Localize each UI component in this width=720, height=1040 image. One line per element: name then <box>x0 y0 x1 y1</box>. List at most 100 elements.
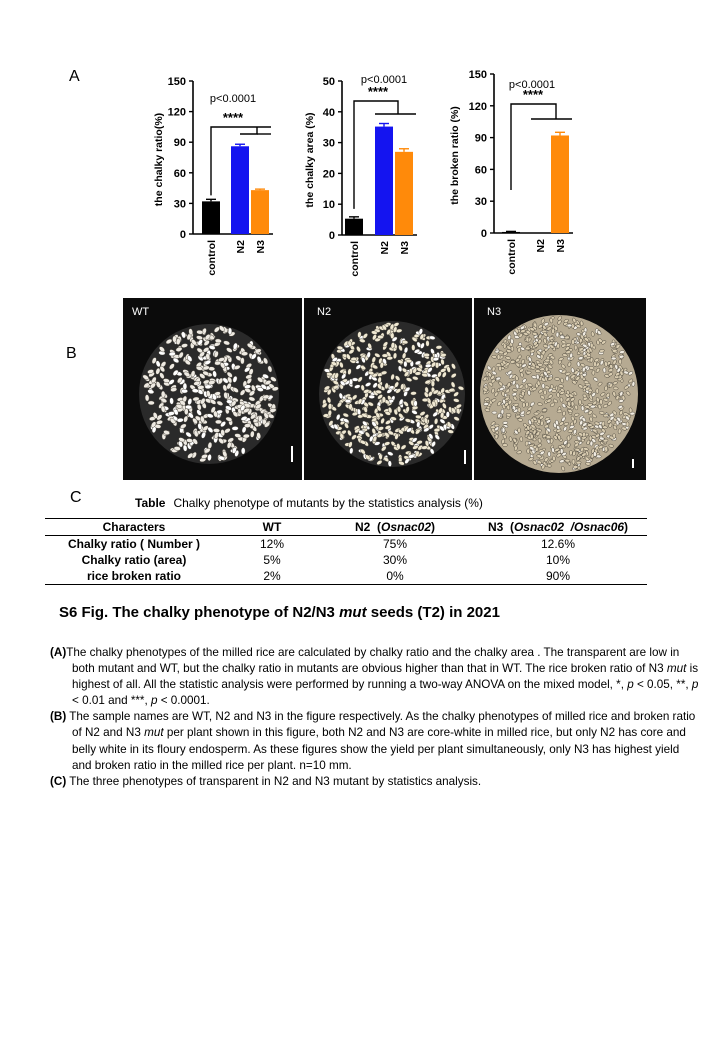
rice-grain <box>567 361 572 368</box>
rice-grain <box>599 360 604 366</box>
p-value-label: p<0.0001 <box>210 93 256 105</box>
rice-grain <box>519 368 525 373</box>
x-tick-label: N2 <box>235 240 247 254</box>
table-title-bold: Table <box>135 496 166 510</box>
rice-grain <box>371 330 378 335</box>
panel-a-charts: 0 30 60 90 120 150 the chalky ratio(%) control N… <box>153 69 573 277</box>
rice-grain <box>612 391 617 397</box>
rice-grain <box>440 393 446 400</box>
rice-grain <box>351 434 357 440</box>
rice-grain <box>551 328 555 334</box>
rice-grain <box>455 403 462 409</box>
rice-grain <box>537 324 543 329</box>
rice-grain <box>201 454 208 459</box>
rice-grain <box>397 359 404 365</box>
rice-grain <box>156 419 163 425</box>
scale-bar <box>632 459 634 468</box>
rice-grain <box>215 419 222 425</box>
rice-grain <box>406 427 413 433</box>
y-tick-label: 90 <box>475 133 487 145</box>
rice-grain <box>547 451 551 457</box>
x-tick-label: control <box>206 240 218 276</box>
rice-grain <box>584 405 590 409</box>
rice-grain <box>262 394 270 400</box>
rice-grain <box>614 364 619 370</box>
rice-grain <box>557 319 562 325</box>
rice-grain <box>554 377 560 381</box>
rice-grain <box>612 425 618 430</box>
rice-grain <box>556 409 563 414</box>
rice-grain <box>559 397 564 403</box>
rice-grain <box>377 334 384 340</box>
rice-grain <box>504 402 509 407</box>
cell-n2: 0% <box>321 568 469 585</box>
rice-grain <box>378 453 383 460</box>
rice-grain <box>601 340 607 345</box>
rice-grain <box>250 413 257 420</box>
grain-pile-n2 <box>319 321 465 467</box>
rice-grain <box>431 400 436 407</box>
rice-grain <box>371 356 376 363</box>
rice-grain <box>603 413 609 418</box>
rice-grain <box>508 436 513 442</box>
rice-grain <box>566 323 573 328</box>
rice-grain <box>357 331 362 338</box>
rice-grain <box>502 360 507 365</box>
rice-grain <box>519 436 524 442</box>
rice-grain <box>405 358 413 364</box>
rice-grain <box>610 342 616 347</box>
rice-grain <box>563 422 569 426</box>
rice-grain <box>168 379 175 385</box>
rice-grain <box>150 421 157 428</box>
rice-grain <box>530 433 534 440</box>
rice-grain <box>527 382 533 387</box>
rice-grain <box>334 372 339 379</box>
rice-grain <box>207 454 212 461</box>
table-title: Table Chalky phenotype of mutants by the … <box>135 496 483 510</box>
rice-grain <box>250 353 257 360</box>
rice-grain <box>440 358 445 366</box>
rice-grain <box>520 325 525 330</box>
rice-grain <box>549 317 554 324</box>
rice-grain <box>612 359 617 365</box>
rice-grain <box>498 350 504 355</box>
rice-grain <box>155 381 161 388</box>
rice-grain <box>498 381 503 387</box>
rice-grain <box>621 426 627 431</box>
rice-grain <box>512 437 517 443</box>
rice-grain <box>398 413 404 419</box>
rice-grain <box>173 446 181 451</box>
rice-grain <box>438 407 443 414</box>
rice-grain <box>446 421 452 428</box>
rice-grain <box>377 376 382 384</box>
rice-grain <box>381 353 389 358</box>
rice-grain <box>197 385 205 390</box>
rice-grain <box>451 363 456 370</box>
rice-grain <box>538 333 543 339</box>
rice-grain <box>223 340 230 346</box>
rice-grain <box>559 459 565 464</box>
y-tick-label: 150 <box>168 76 186 88</box>
rice-grain <box>362 420 368 427</box>
rice-grain <box>404 418 412 423</box>
rice-grain <box>233 364 241 370</box>
rice-grain <box>525 430 530 436</box>
rice-grain <box>488 381 494 387</box>
rice-grain <box>423 352 430 357</box>
rice-grain <box>559 448 564 454</box>
panel-label-c: C <box>70 489 82 506</box>
rice-grain <box>367 370 375 376</box>
rice-grain <box>411 344 416 351</box>
rice-grain <box>567 401 571 407</box>
rice-grain <box>536 350 541 356</box>
rice-grain <box>531 387 537 392</box>
rice-grain <box>450 381 456 388</box>
rice-grain <box>248 396 256 402</box>
rice-grain <box>604 361 608 367</box>
rice-grain <box>530 417 535 424</box>
rice-grain <box>151 357 157 364</box>
rice-grain <box>503 351 508 356</box>
rice-grain <box>532 460 538 465</box>
rice-grain <box>375 412 381 419</box>
rice-grain <box>223 391 228 399</box>
